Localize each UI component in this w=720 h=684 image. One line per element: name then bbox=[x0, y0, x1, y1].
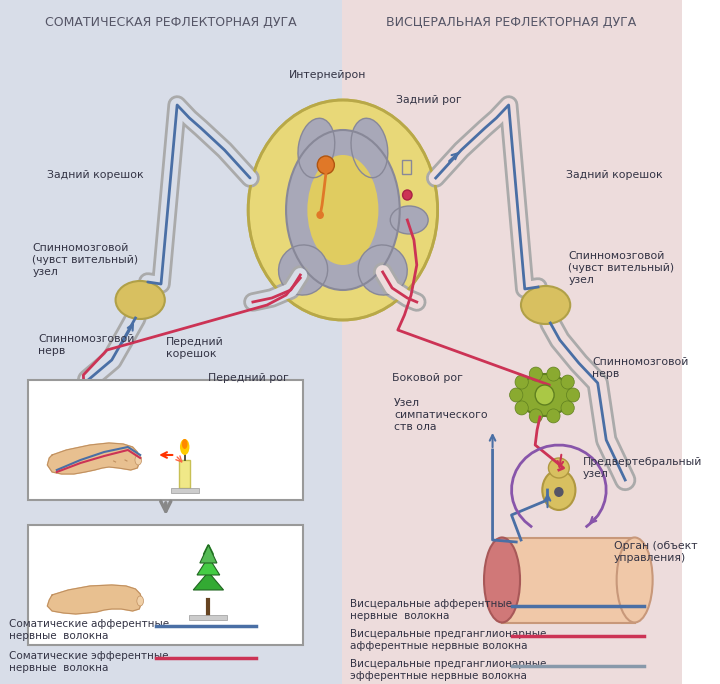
Bar bbox=[502, 538, 634, 623]
Text: Задний корешок: Задний корешок bbox=[567, 170, 663, 180]
Text: Задний рог: Задний рог bbox=[396, 95, 462, 105]
Bar bbox=[342, 0, 682, 684]
Polygon shape bbox=[200, 545, 217, 563]
Text: Спинномозговой
нерв: Спинномозговой нерв bbox=[592, 357, 688, 379]
Circle shape bbox=[561, 401, 575, 415]
Polygon shape bbox=[193, 572, 223, 590]
Circle shape bbox=[402, 190, 412, 200]
Text: Висцеральные предганглионарные
эфферентные нервные волокна: Висцеральные предганглионарные эфферентн… bbox=[351, 659, 547, 681]
Circle shape bbox=[510, 388, 523, 402]
Text: Спинномозговой
(чувст вительный)
узел: Спинномозговой (чувст вительный) узел bbox=[568, 252, 675, 285]
Text: Соматические афферентные
нервные  волокна: Соматические афферентные нервные волокна bbox=[9, 619, 170, 641]
Bar bbox=[28, 380, 303, 500]
Polygon shape bbox=[197, 557, 220, 575]
Ellipse shape bbox=[616, 538, 652, 622]
Ellipse shape bbox=[182, 439, 187, 449]
Ellipse shape bbox=[521, 286, 570, 324]
Circle shape bbox=[529, 409, 542, 423]
Ellipse shape bbox=[390, 206, 428, 234]
Ellipse shape bbox=[135, 455, 142, 465]
Ellipse shape bbox=[484, 538, 520, 622]
Circle shape bbox=[515, 375, 528, 389]
Ellipse shape bbox=[298, 118, 335, 178]
Bar bbox=[28, 525, 303, 645]
Circle shape bbox=[546, 409, 560, 423]
Text: Передний рог: Передний рог bbox=[208, 373, 289, 383]
Bar bbox=[171, 488, 199, 493]
Polygon shape bbox=[48, 443, 140, 474]
Circle shape bbox=[535, 385, 554, 405]
Text: Интернейрон: Интернейрон bbox=[289, 70, 366, 80]
Text: Задний корешок: Задний корешок bbox=[48, 170, 144, 180]
Circle shape bbox=[529, 367, 542, 381]
Text: СОМАТИЧЕСКАЯ РЕФЛЕКТОРНАЯ ДУГА: СОМАТИЧЕСКАЯ РЕФЛЕКТОРНАЯ ДУГА bbox=[45, 16, 297, 29]
Text: Передний
корешок: Передний корешок bbox=[166, 337, 223, 359]
Bar bbox=[0, 0, 342, 684]
Ellipse shape bbox=[248, 100, 438, 320]
Text: Орган (объект
управления): Орган (объект управления) bbox=[614, 541, 698, 563]
Circle shape bbox=[567, 388, 580, 402]
Circle shape bbox=[316, 211, 324, 219]
Text: Спинномозговой
нерв: Спинномозговой нерв bbox=[38, 334, 134, 356]
Polygon shape bbox=[48, 585, 142, 614]
Bar bbox=[402, 160, 411, 174]
Ellipse shape bbox=[307, 155, 379, 265]
Text: Висцеральные предганглионарные
афферентные нервные волокна: Висцеральные предганглионарные афферентн… bbox=[351, 629, 547, 650]
Ellipse shape bbox=[286, 130, 400, 290]
Ellipse shape bbox=[137, 596, 143, 606]
Text: Соматические эфферентные
нервные  волокна: Соматические эфферентные нервные волокна bbox=[9, 651, 169, 673]
Circle shape bbox=[546, 367, 560, 381]
Circle shape bbox=[561, 375, 575, 389]
Text: Узел
симпатического
ств ола: Узел симпатического ств ола bbox=[394, 398, 487, 432]
Circle shape bbox=[515, 401, 528, 415]
Bar bbox=[179, 460, 190, 488]
Ellipse shape bbox=[351, 118, 388, 178]
Ellipse shape bbox=[542, 470, 575, 510]
Ellipse shape bbox=[279, 245, 328, 295]
Text: Предвертебральный
узел: Предвертебральный узел bbox=[582, 457, 702, 479]
Text: Висцеральные афферентные
нервные  волокна: Висцеральные афферентные нервные волокна bbox=[351, 599, 513, 621]
Bar bbox=[189, 615, 228, 620]
Circle shape bbox=[554, 487, 564, 497]
Text: Боковой рог: Боковой рог bbox=[392, 373, 463, 383]
Text: Спинномозговой
(чувст вительный)
узел: Спинномозговой (чувст вительный) узел bbox=[32, 244, 138, 276]
Ellipse shape bbox=[116, 281, 165, 319]
Ellipse shape bbox=[358, 245, 408, 295]
Ellipse shape bbox=[180, 439, 189, 455]
Ellipse shape bbox=[518, 374, 571, 416]
Circle shape bbox=[318, 156, 334, 174]
Text: ВИСЦЕРАЛЬНАЯ РЕФЛЕКТОРНАЯ ДУГА: ВИСЦЕРАЛЬНАЯ РЕФЛЕКТОРНАЯ ДУГА bbox=[387, 16, 636, 29]
Ellipse shape bbox=[549, 458, 570, 478]
